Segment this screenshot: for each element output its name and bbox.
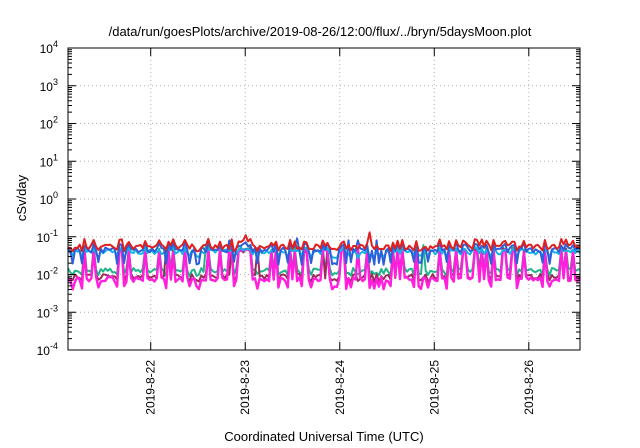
y-tick-label: 10-3 bbox=[37, 303, 58, 320]
y-tick-label: 10-1 bbox=[37, 228, 58, 245]
x-axis-ticks: 2019-8-22 2019-8-23 2019-8-24 2019-8-25 2019… bbox=[144, 48, 536, 415]
x-tick-label: 2019-8-22 bbox=[144, 360, 158, 415]
series-layer bbox=[67, 231, 582, 291]
series-line bbox=[67, 237, 581, 266]
y-tick-label: 104 bbox=[40, 39, 58, 56]
chart-title: /data/run/goesPlots/archive/2019-08-26/1… bbox=[109, 24, 532, 39]
y-tick-label: 100 bbox=[40, 190, 58, 207]
y-tick-label: 101 bbox=[40, 152, 58, 169]
y-tick-label: 10-2 bbox=[37, 266, 58, 283]
y-axis-label: cSv/day bbox=[14, 174, 29, 221]
x-tick-label: 2019-8-23 bbox=[238, 360, 252, 415]
x-tick-label: 2019-8-25 bbox=[427, 360, 441, 415]
x-axis-label: Coordinated Universal Time (UTC) bbox=[224, 429, 423, 444]
y-axis-ticks: 10-4 10-3 10-2 10-1 100 101 102 103 104 bbox=[37, 39, 580, 358]
y-tick-label: 103 bbox=[40, 77, 58, 94]
grid bbox=[68, 48, 580, 350]
y-tick-label: 102 bbox=[40, 115, 58, 132]
series-line bbox=[67, 231, 581, 253]
y-tick-label: 10-4 bbox=[37, 341, 58, 358]
x-tick-label: 2019-8-24 bbox=[333, 360, 347, 415]
x-tick-label: 2019-8-26 bbox=[522, 360, 536, 415]
